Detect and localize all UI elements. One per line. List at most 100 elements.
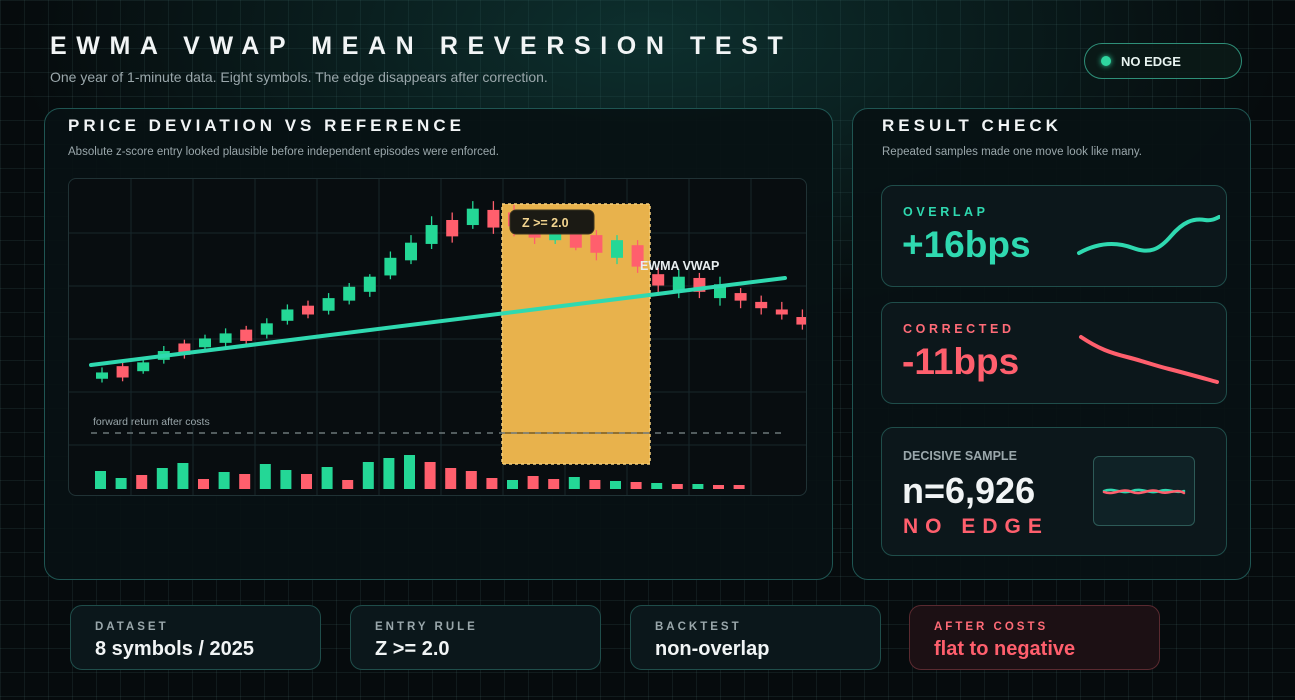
volume-bar (630, 482, 642, 489)
volume-bar (671, 484, 683, 489)
corrected-label: CORRECTED (903, 322, 1015, 336)
candle-body (281, 309, 294, 321)
stat-backtest[interactable]: BACKTEST non-overlap (630, 605, 881, 670)
price-panel-title: PRICE DEVIATION VS REFERENCE (68, 116, 465, 135)
corrected-card[interactable]: CORRECTED -11bps (881, 302, 1227, 404)
status-badge[interactable]: NO EDGE (1084, 43, 1242, 79)
volume-bar (321, 467, 333, 489)
decisive-value: n=6,926 (902, 470, 1036, 511)
candle-body (322, 298, 335, 311)
volume-bar (136, 475, 148, 489)
price-panel-subtitle: Absolute z-score entry looked plausible … (68, 146, 499, 158)
page-subtitle: One year of 1-minute data. Eight symbols… (50, 69, 548, 85)
candle-body (611, 240, 623, 258)
candle-body (796, 317, 806, 325)
volume-bar (156, 468, 168, 489)
result-panel-title: RESULT CHECK (882, 116, 1062, 135)
volume-bar (445, 468, 457, 489)
candle-body (363, 276, 376, 292)
candle-body (260, 323, 273, 335)
volume-bar (383, 458, 395, 489)
chart-grid (69, 179, 806, 495)
volume-bar (527, 476, 539, 489)
volume-bar (115, 478, 127, 489)
candle-body (466, 208, 479, 226)
volume-bar (507, 480, 518, 489)
volume-bar (548, 479, 560, 489)
volume-bar (239, 474, 251, 489)
candle-body (405, 242, 417, 261)
candle-body (240, 329, 253, 341)
stat-after-costs-value: flat to negative (934, 638, 1076, 660)
volume-bar (568, 477, 580, 489)
decisive-thumbnail (1093, 456, 1195, 526)
candle-body (631, 245, 644, 267)
volume-bar (95, 471, 106, 489)
status-badge-label: NO EDGE (1121, 53, 1181, 69)
candle-body (116, 366, 129, 378)
volume-bar (692, 484, 704, 489)
stat-entry-rule-label: ENTRY RULE (375, 621, 478, 633)
candles (96, 201, 806, 383)
volume-bar (218, 472, 230, 489)
price-chart[interactable]: forward return after costs EWMA VWAP Z >… (68, 178, 807, 496)
stat-after-costs-label: AFTER COSTS (934, 621, 1049, 633)
forward-return-label: forward return after costs (93, 416, 210, 428)
stat-backtest-value: non-overlap (655, 638, 770, 660)
stat-entry-rule[interactable]: ENTRY RULE Z >= 2.0 (350, 605, 601, 670)
decisive-sample-card[interactable]: DECISIVE SAMPLE n=6,926 NO EDGE (881, 427, 1227, 556)
corrected-value: -11bps (902, 341, 1020, 382)
ewma-vwap-label: EWMA VWAP (640, 259, 719, 273)
entry-tag-label: Z >= 2.0 (522, 216, 569, 230)
volume-bar (424, 462, 436, 489)
volume-bar (259, 464, 271, 489)
stat-dataset-value: 8 symbols / 2025 (95, 638, 254, 660)
volume-bar (465, 471, 477, 489)
volume-bar (301, 474, 312, 489)
candle-body (302, 305, 314, 315)
candle-body (137, 362, 150, 372)
candle-body (219, 333, 232, 343)
stat-dataset[interactable]: DATASET 8 symbols / 2025 (70, 605, 321, 670)
stat-backtest-label: BACKTEST (655, 621, 742, 633)
corrected-sparkline (1079, 335, 1219, 384)
overlap-label: OVERLAP (903, 205, 989, 219)
volume-bar (280, 470, 292, 489)
candle-body (652, 274, 665, 286)
volume-bars (95, 455, 745, 489)
stat-entry-rule-value: Z >= 2.0 (375, 638, 450, 660)
volume-bar (610, 481, 621, 489)
candle-body (343, 286, 356, 301)
candle-body (96, 372, 108, 379)
volume-bar (404, 455, 415, 489)
candle-body (446, 220, 459, 237)
candle-body (199, 338, 211, 348)
volume-bar (651, 483, 663, 489)
candle-body (672, 276, 685, 291)
stat-after-costs[interactable]: AFTER COSTS flat to negative (909, 605, 1160, 670)
decisive-label: DECISIVE SAMPLE (903, 449, 1017, 463)
entry-tag-box (509, 209, 595, 235)
candle-body (178, 343, 191, 355)
decisive-sparkline (1102, 488, 1186, 495)
candle-body (590, 235, 603, 253)
volume-bar (486, 478, 498, 489)
page-title: EWMA VWAP MEAN REVERSION TEST (50, 32, 793, 60)
volume-bar (589, 480, 601, 489)
status-dot-icon (1101, 56, 1111, 66)
ewma-vwap-line (89, 276, 787, 367)
volume-bar (177, 463, 189, 489)
overlap-card[interactable]: OVERLAP +16bps (881, 185, 1227, 287)
price-chart-svg: forward return after costs EWMA VWAP Z >… (69, 179, 806, 495)
candle-body (755, 301, 768, 309)
candle-body (425, 225, 438, 244)
candle-body (487, 209, 500, 228)
result-panel-subtitle: Repeated samples made one move look like… (882, 146, 1142, 158)
volume-bar (713, 485, 724, 489)
volume-bar (733, 485, 745, 489)
overlap-sparkline (1077, 215, 1220, 255)
volume-bar (342, 480, 354, 489)
stat-dataset-label: DATASET (95, 621, 169, 633)
candle-body (775, 309, 788, 315)
candle-body (384, 257, 397, 276)
